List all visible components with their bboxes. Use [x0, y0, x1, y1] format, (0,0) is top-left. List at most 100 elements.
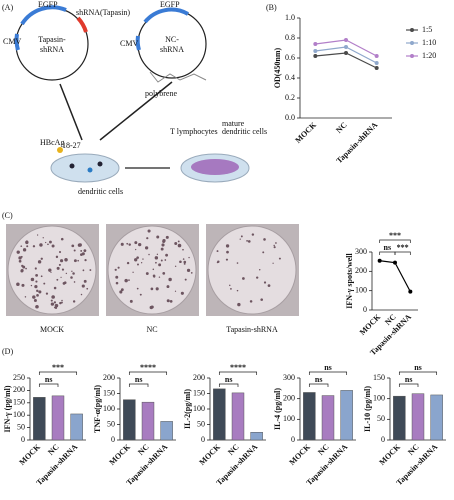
bar [231, 392, 245, 441]
label: polybrene [145, 89, 177, 98]
legend-label: 1:10 [422, 38, 436, 47]
spot [162, 239, 166, 243]
spot [183, 262, 186, 265]
spot [117, 266, 120, 269]
significance-label: ns [405, 375, 413, 384]
spot [24, 296, 27, 298]
y-tick-label: 100 [103, 404, 115, 413]
significance-label: ns [384, 243, 392, 252]
spot [156, 253, 159, 256]
spot [236, 262, 239, 264]
y-tick-label: 300 [283, 373, 295, 382]
spot [149, 305, 153, 310]
x-tick-label: MOCK [377, 442, 402, 467]
spot [225, 244, 230, 248]
spot [262, 251, 265, 254]
y-axis-label: OD(450nm) [273, 47, 282, 88]
spot [61, 301, 63, 304]
significance-label: ns [45, 375, 53, 384]
point [344, 38, 348, 42]
cells [191, 159, 239, 175]
spot [77, 259, 79, 262]
spot [115, 275, 119, 279]
y-axis-label: IFN-γ (pg/ml) [3, 385, 12, 432]
y-tick-label: 0.6 [285, 53, 295, 62]
spot [162, 272, 166, 275]
y-tick-label: 50 [197, 419, 205, 428]
spot [72, 272, 75, 275]
spot [58, 250, 62, 254]
spot [43, 282, 46, 285]
spot [84, 258, 87, 262]
y-tick-label: 200 [13, 385, 25, 394]
spot [21, 283, 25, 287]
y-tick-label: 150 [373, 373, 385, 382]
spot [83, 279, 87, 283]
significance-bracket [398, 383, 419, 387]
spot [179, 260, 182, 264]
molecule [149, 71, 207, 83]
label: shRNA [160, 45, 184, 54]
spot [115, 281, 119, 285]
egfp-arc [143, 7, 189, 24]
bar [70, 413, 83, 441]
spot [58, 263, 61, 266]
spot [150, 287, 154, 291]
label: CMV [120, 39, 138, 48]
spot [77, 243, 82, 247]
spot [83, 249, 87, 253]
y-axis-label: IL-10 (pg/ml) [363, 386, 372, 432]
spot [144, 246, 149, 250]
spot [142, 258, 144, 260]
significance-bracket [394, 251, 411, 255]
y-tick-label: 50 [107, 419, 115, 428]
y-tick-label: 0 [111, 435, 115, 444]
y-tick-label: 0.0 [285, 113, 295, 122]
spot [73, 281, 76, 283]
spot [267, 284, 271, 287]
spot [45, 241, 47, 244]
point [393, 260, 397, 265]
significance-bracket [398, 371, 438, 375]
panel-label: (A) [2, 3, 13, 12]
spot [165, 253, 169, 257]
significance-label: ns [324, 363, 332, 372]
y-tick-label: 0.4 [285, 73, 295, 82]
point [377, 258, 382, 263]
label: NC- [165, 35, 179, 44]
spot [182, 258, 185, 260]
spot [237, 302, 241, 307]
spot [56, 266, 60, 270]
spot [71, 244, 75, 248]
spot [165, 235, 169, 239]
spot [18, 259, 22, 263]
cmv-arc [135, 35, 141, 51]
x-tick-label: MOCK [197, 442, 222, 467]
spot [242, 277, 245, 280]
photo-label: NC [146, 325, 157, 334]
spot [51, 244, 55, 248]
point [344, 45, 348, 49]
significance-label: *** [397, 243, 409, 252]
spot [60, 237, 64, 241]
spot [128, 243, 131, 246]
significance-bracket [128, 371, 168, 375]
spot [64, 258, 68, 262]
spot [152, 268, 155, 271]
significance-bracket [379, 251, 396, 255]
label: shRNA [40, 45, 64, 54]
spot [226, 250, 229, 254]
spot [71, 270, 73, 273]
y-tick-label: 0.8 [285, 33, 295, 42]
spot [70, 276, 73, 279]
spot [263, 281, 267, 284]
y-tick-label: 200 [193, 373, 205, 382]
point [313, 42, 318, 46]
spot [53, 306, 56, 309]
bar [213, 388, 226, 441]
y-tick-label: 0 [291, 435, 295, 444]
y-axis-label: IFN-γ spots/well [345, 252, 354, 308]
spot [30, 284, 33, 287]
spot [184, 278, 187, 281]
spot [42, 237, 44, 239]
